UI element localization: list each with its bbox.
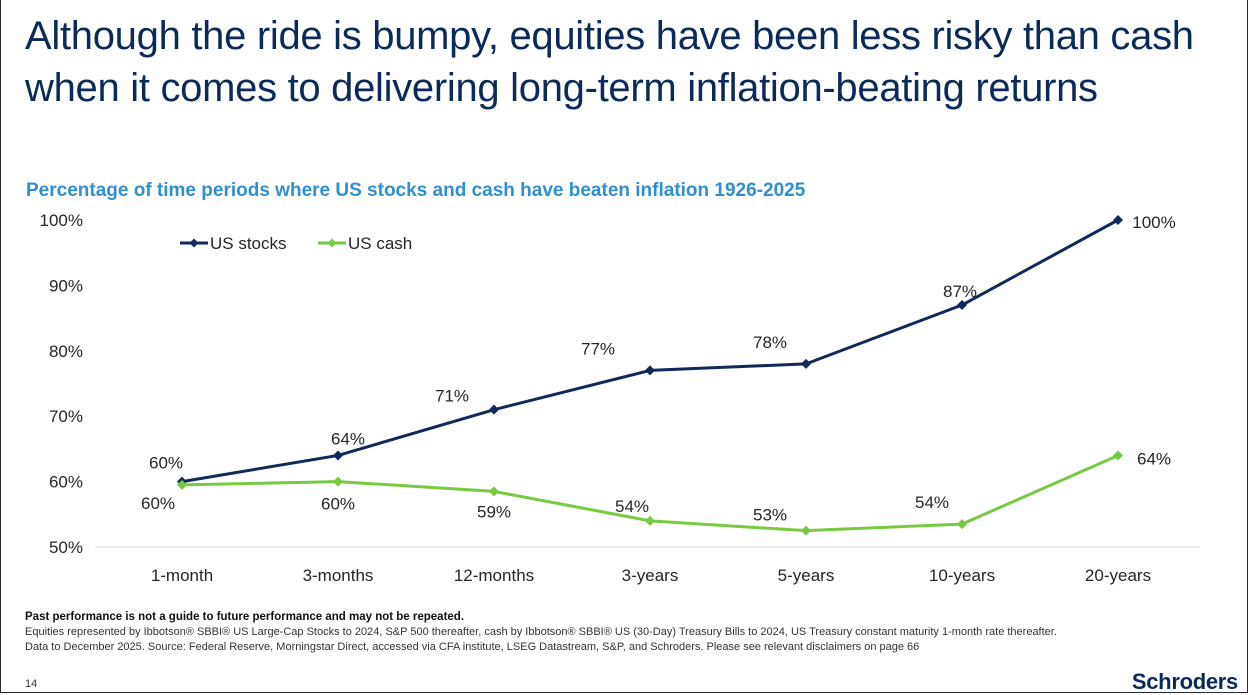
- data-label: 77%: [581, 339, 615, 358]
- chart-subtitle: Percentage of time periods where US stoc…: [26, 180, 806, 201]
- data-label: 59%: [477, 502, 511, 521]
- data-point-marker: [801, 358, 811, 369]
- data-point-marker: [801, 525, 811, 536]
- data-point-marker: [645, 365, 655, 376]
- data-label: 64%: [331, 429, 365, 448]
- data-label: 71%: [435, 387, 469, 406]
- x-tick-label: 10-years: [929, 566, 995, 585]
- series-us-cash: 60% 60% 59% 54% 53% 54% 64%: [141, 449, 1171, 536]
- y-tick-label: 90%: [49, 276, 83, 295]
- series-layer: 60% 64% 71% 77% 78% 87% 100% 60% 60% 59% 54% 53% 54%…: [141, 213, 1176, 536]
- data-point-marker: [333, 450, 343, 461]
- data-point-marker: [957, 300, 967, 311]
- x-tick-label: 3-months: [303, 566, 374, 585]
- y-axis: 50% 60% 70% 80% 90% 100%: [40, 211, 83, 557]
- legend-item: US stocks: [180, 234, 287, 253]
- legend-label: US cash: [348, 234, 412, 253]
- footnote-1: Equities represented by Ibbotson® SBBI® …: [25, 626, 1057, 638]
- data-label: 54%: [615, 497, 649, 516]
- x-axis: 1-month 3-months 12-months 3-years 5-years 10…: [95, 546, 1200, 585]
- footnote-2: Data to December 2025. Source: Federal R…: [25, 641, 920, 653]
- y-tick-label: 80%: [49, 342, 83, 361]
- data-label: 60%: [141, 494, 175, 513]
- slide-title: Although the ride is bumpy, equities hav…: [25, 14, 1194, 110]
- data-label: 87%: [943, 282, 977, 301]
- legend-marker: [327, 238, 337, 248]
- line-chart: 50% 60% 70% 80% 90% 100% 1-month 3-months 12-mo…: [40, 211, 1200, 585]
- disclaimer-text: Past performance is not a guide to futur…: [25, 611, 465, 623]
- data-point-marker: [957, 519, 967, 530]
- data-point-marker: [489, 404, 499, 415]
- data-label: 60%: [149, 454, 183, 473]
- y-tick-label: 70%: [49, 407, 83, 426]
- data-point-marker: [177, 479, 187, 490]
- y-tick-label: 100%: [40, 211, 83, 230]
- data-point-marker: [333, 476, 343, 487]
- data-label: 53%: [753, 506, 787, 525]
- x-tick-label: 12-months: [454, 566, 534, 585]
- x-tick-label: 1-month: [151, 566, 213, 585]
- brand-logo: Schroders: [1131, 669, 1238, 694]
- data-point-marker: [1113, 450, 1123, 461]
- x-tick-label: 20-years: [1085, 566, 1151, 585]
- data-point-marker: [645, 515, 655, 526]
- data-point-marker: [489, 486, 499, 497]
- y-tick-label: 60%: [49, 473, 83, 492]
- y-tick-label: 50%: [49, 538, 83, 557]
- series-us-stocks: 60% 64% 71% 77% 78% 87% 100%: [149, 213, 1176, 487]
- chart-legend: US stocks US cash: [180, 234, 412, 253]
- legend-label: US stocks: [210, 234, 287, 253]
- data-point-marker: [1113, 215, 1123, 225]
- data-label: 54%: [915, 493, 949, 512]
- x-tick-label: 3-years: [622, 566, 679, 585]
- data-label: 64%: [1137, 449, 1171, 468]
- x-tick-label: 5-years: [778, 566, 835, 585]
- legend-marker: [189, 238, 199, 248]
- data-label: 60%: [321, 495, 355, 514]
- series-line: [181, 218, 1119, 484]
- data-label: 78%: [753, 333, 787, 352]
- page-number: 14: [25, 678, 38, 690]
- legend-item: US cash: [318, 234, 412, 253]
- data-label: 100%: [1132, 213, 1175, 232]
